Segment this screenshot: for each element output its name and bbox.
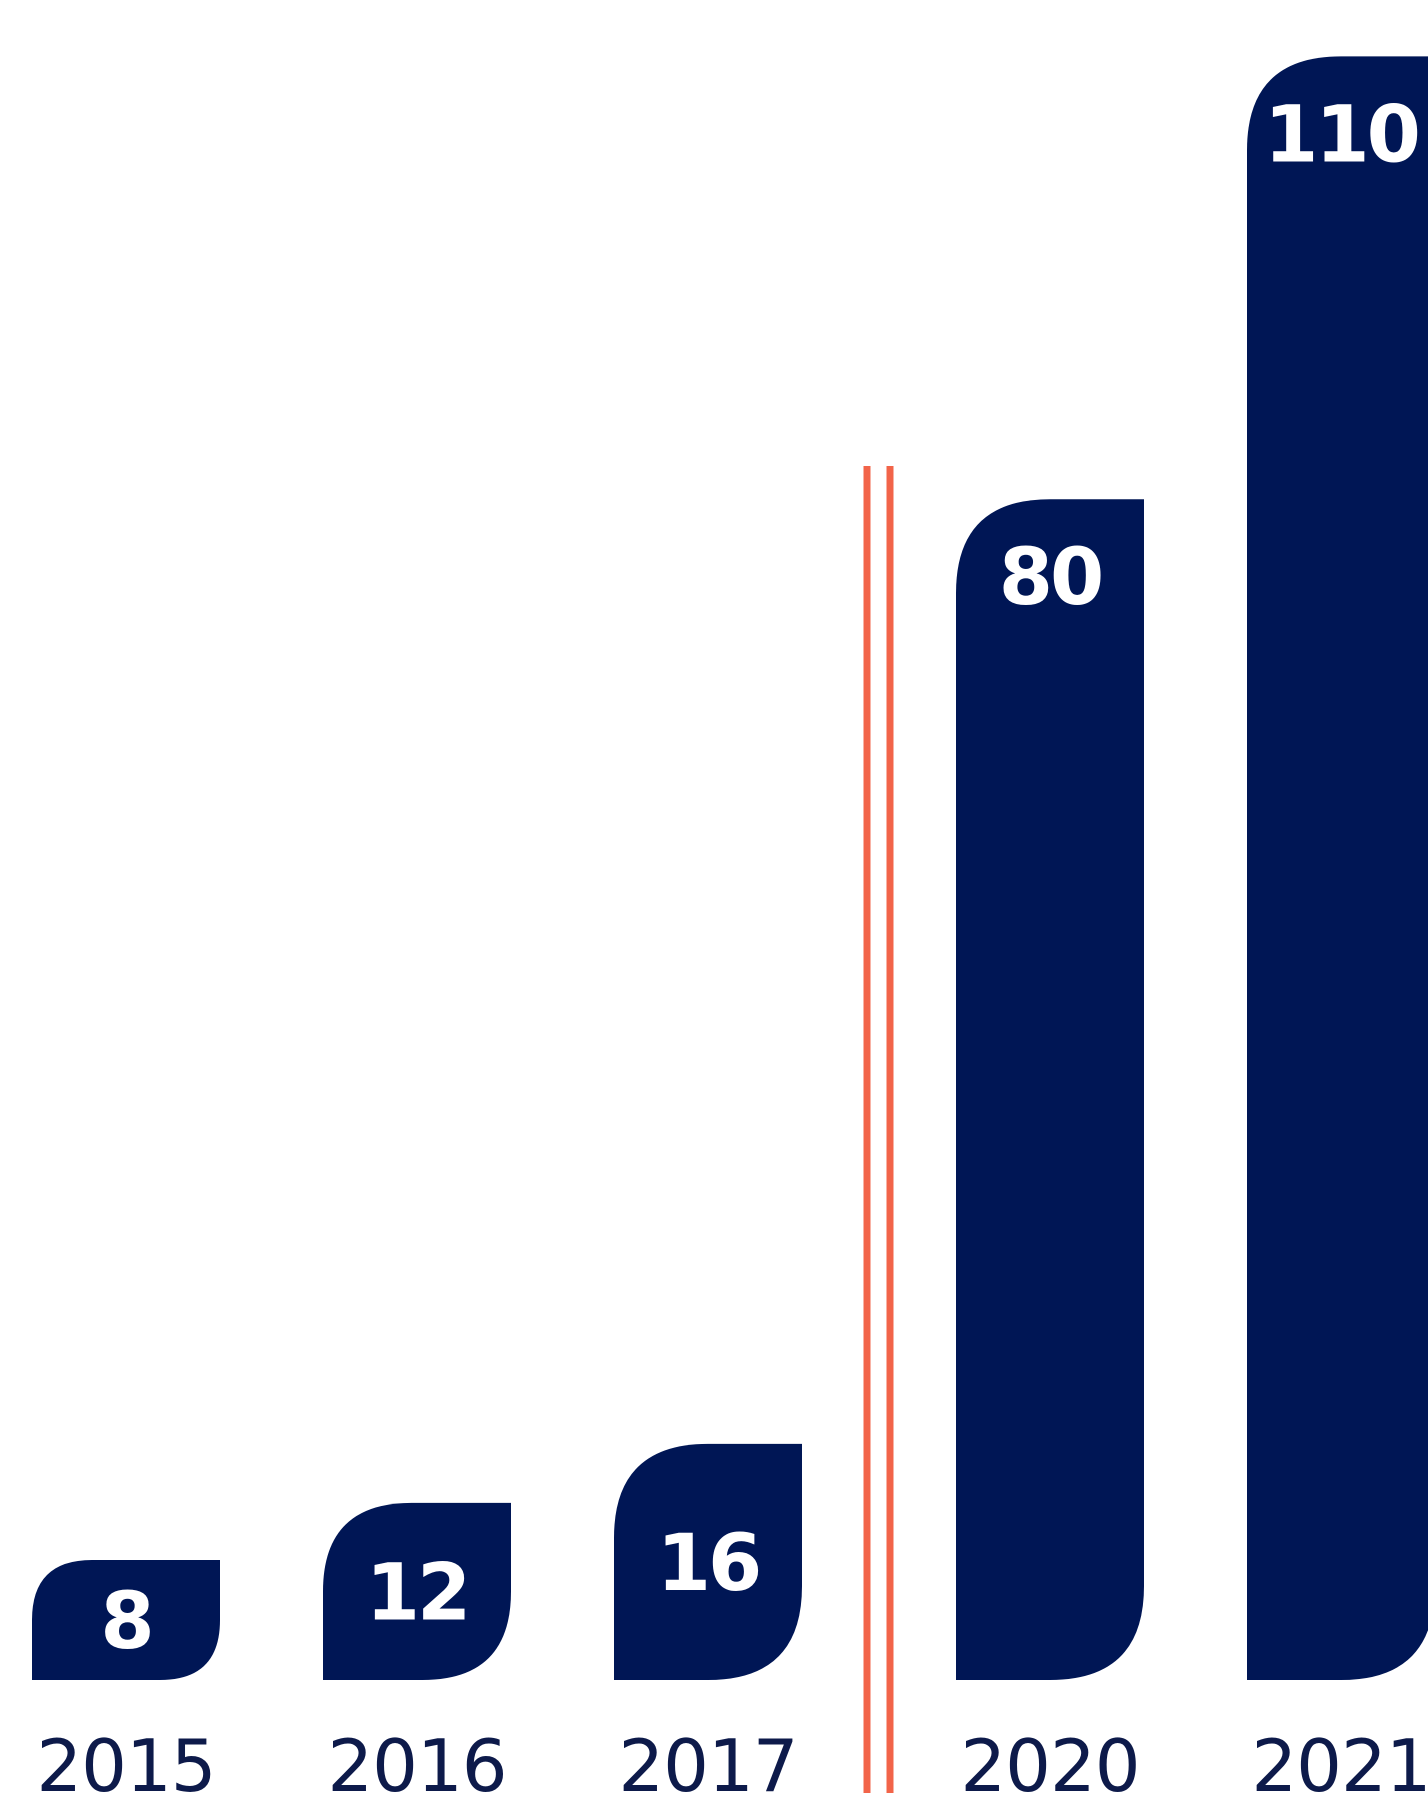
data-label-2016: 12 xyxy=(366,1548,469,1638)
bars-group xyxy=(32,56,1428,1681)
data-label-2017: 16 xyxy=(657,1519,760,1609)
bar-2020 xyxy=(956,499,1144,1681)
bar-2016 xyxy=(323,1502,511,1680)
bar-2015 xyxy=(32,1560,220,1680)
data-label-2015: 8 xyxy=(100,1577,151,1667)
x-tick-label-2021: 2021 xyxy=(1251,1724,1428,1793)
x-tick-label-2016: 2016 xyxy=(327,1724,506,1793)
x-tick-label-2017: 2017 xyxy=(618,1724,797,1793)
x-tick-label-2015: 2015 xyxy=(36,1724,215,1793)
bar-2017 xyxy=(614,1443,802,1680)
x-tick-labels-group: 2015 2016 2017 2020 2021 xyxy=(36,1724,1428,1793)
x-tick-label-2020: 2020 xyxy=(960,1724,1139,1793)
data-labels-group: 8 12 16 80 110 xyxy=(100,90,1421,1667)
bar-2021 xyxy=(1247,56,1428,1680)
axis-break-divider xyxy=(863,466,894,1793)
data-label-2020: 80 xyxy=(999,533,1102,623)
data-label-2021: 110 xyxy=(1264,90,1418,180)
